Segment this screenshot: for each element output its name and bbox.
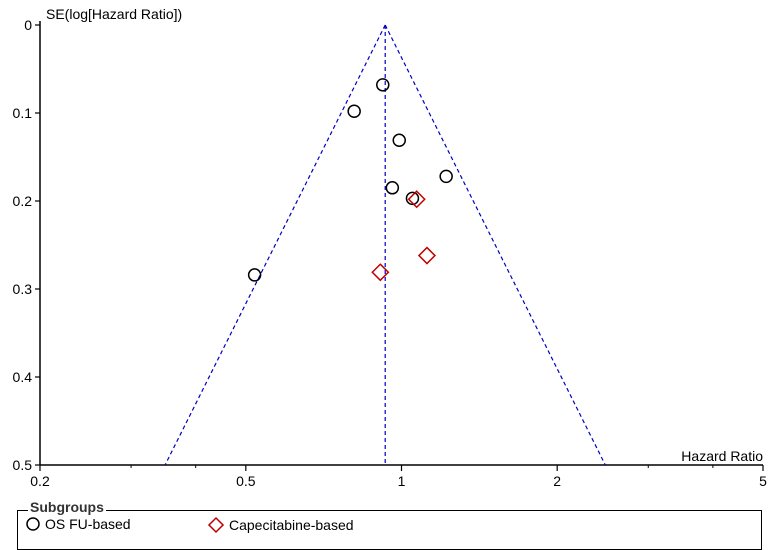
funnel-plot: 00.10.20.30.40.50.2 0.5 1 2 5 SE(log[Hazard … xyxy=(13,6,768,489)
data-point-circle xyxy=(439,169,453,184)
x-tick-label: 0.2 xyxy=(30,473,50,489)
data-point-diamond xyxy=(417,246,437,265)
y-tick-label: 0.5 xyxy=(13,457,33,473)
y-axis-label: SE(log[Hazard Ratio]) xyxy=(46,6,182,22)
funnel-right-line xyxy=(384,24,606,466)
diamond-marker-icon xyxy=(207,516,225,534)
x-tick-label: 5 xyxy=(759,473,767,489)
data-point-diamond xyxy=(371,263,390,282)
y-tick-label: 0.1 xyxy=(13,105,33,121)
data-point-circle xyxy=(405,191,420,206)
y-tick-label: 0.4 xyxy=(13,369,33,385)
data-points xyxy=(247,78,453,282)
data-point-circle xyxy=(392,133,406,148)
x-axis-label: Hazard Ratio xyxy=(681,448,763,464)
y-tick-label: 0.3 xyxy=(13,281,33,297)
circle-marker-icon xyxy=(26,517,40,531)
data-point-circle xyxy=(376,78,390,92)
x-tick-label: 2 xyxy=(553,473,561,489)
data-point-diamond xyxy=(407,190,426,209)
legend-label-os-fu: OS FU-based xyxy=(45,516,131,532)
axes: 00.10.20.30.40.50.2 0.5 1 2 5 xyxy=(13,17,768,489)
data-point-circle xyxy=(347,104,361,118)
legend-label-capecitabine: Capecitabine-based xyxy=(229,517,354,533)
x-tick-label: 1 xyxy=(398,473,406,489)
legend-title: Subgroups xyxy=(28,499,106,515)
y-tick-label: 0.2 xyxy=(13,193,33,209)
y-tick-label: 0 xyxy=(24,17,32,33)
funnel-lines xyxy=(164,24,606,466)
x-tick-label: 0.5 xyxy=(236,473,256,489)
funnel-left-line xyxy=(164,24,386,466)
legend-item-capecitabine: Capecitabine-based xyxy=(207,516,354,534)
data-point-circle xyxy=(247,268,262,282)
data-point-circle xyxy=(385,181,400,195)
legend-item-os-fu: OS FU-based xyxy=(25,516,131,532)
